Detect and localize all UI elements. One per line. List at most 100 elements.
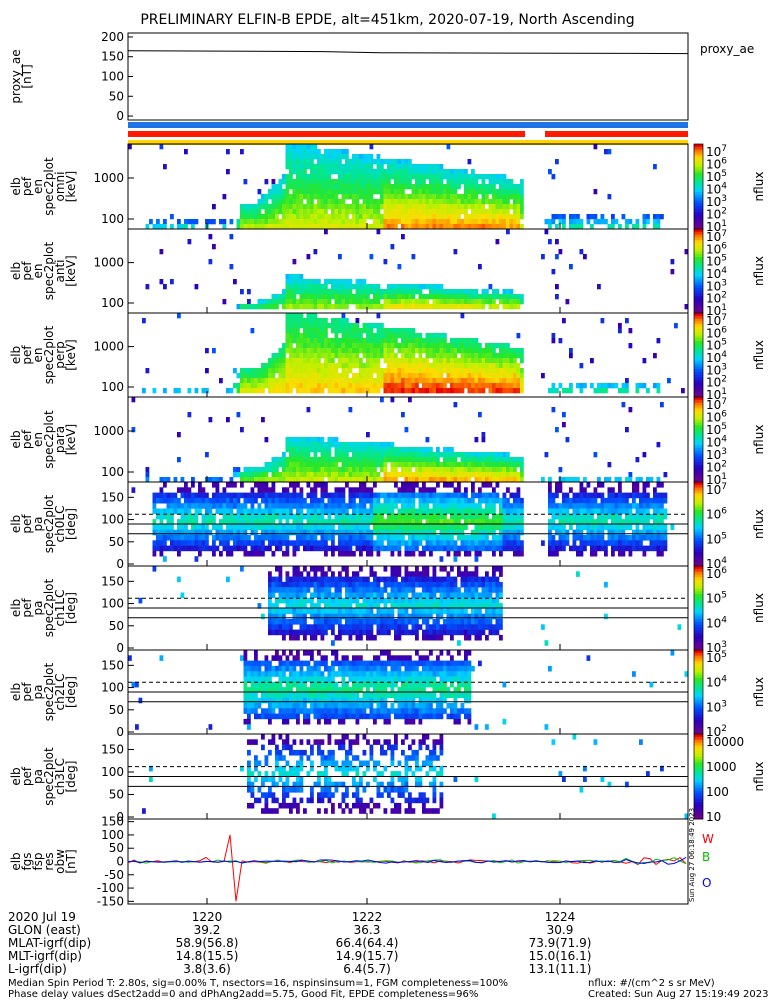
heatmap-cell <box>436 209 440 215</box>
heatmap-cell <box>247 204 251 210</box>
heatmap-cell <box>450 540 454 546</box>
heatmap-cell <box>278 179 283 185</box>
heatmap-cell <box>660 550 664 557</box>
heatmap-cell <box>338 323 342 329</box>
heatmap-cell <box>422 497 426 504</box>
heatmap-cell <box>390 378 395 384</box>
heatmap-cell <box>443 343 447 349</box>
heatmap-cell <box>432 492 437 499</box>
heatmap-cell <box>492 462 496 468</box>
ylabel-2-line-4: anti <box>53 260 67 283</box>
heatmap-cell <box>551 214 556 220</box>
heatmap-cell <box>418 304 423 310</box>
heatmap-cell <box>593 550 598 557</box>
heatmap-cell <box>611 487 615 493</box>
heatmap-cell <box>334 497 339 504</box>
heatmap-cell <box>362 169 367 175</box>
heatmap-cell <box>324 462 328 468</box>
heatmap-cell <box>264 204 269 210</box>
heatmap-cell <box>394 482 398 488</box>
heatmap-cell <box>331 524 335 530</box>
colorbar-segment <box>694 231 703 236</box>
heatmap-cell <box>604 519 608 525</box>
heatmap-cell <box>625 508 629 515</box>
ylabel-5-line-0: elb <box>9 515 23 533</box>
heatmap-cell <box>551 540 556 546</box>
heatmap-cell <box>306 209 311 215</box>
heatmap-cell <box>481 363 486 369</box>
heatmap-cell <box>558 529 563 536</box>
heatmap-cell <box>278 519 283 525</box>
heatmap-cell <box>299 353 304 359</box>
heatmap-cell <box>355 333 360 339</box>
heatmap-cell <box>394 189 398 195</box>
heatmap-cell <box>583 254 587 260</box>
heatmap-cell <box>513 304 517 310</box>
heatmap-cell <box>579 492 584 499</box>
heatmap-cell <box>453 299 458 305</box>
heatmap-cell <box>394 338 398 344</box>
heatmap-cell <box>264 209 269 215</box>
heatmap-cell <box>289 472 293 478</box>
heatmap-cell <box>436 179 440 185</box>
heatmap-cell <box>656 477 661 483</box>
heatmap-cell <box>299 144 304 150</box>
heatmap-cell <box>359 545 363 552</box>
heatmap-cell <box>366 304 370 310</box>
heatmap-cell <box>471 343 475 349</box>
heatmap-cell <box>306 284 311 290</box>
heatmap-cell <box>562 513 566 520</box>
heatmap-cell <box>310 219 314 225</box>
heatmap-cell <box>320 174 325 180</box>
heatmap-cell <box>296 348 300 354</box>
heatmap-cell <box>621 402 626 408</box>
heatmap-cell <box>362 363 367 369</box>
heatmap-cell <box>362 540 367 546</box>
heatmap-cell <box>320 338 325 344</box>
heatmap-cell <box>467 358 472 364</box>
heatmap-cell <box>485 524 489 530</box>
heatmap-cell <box>355 219 360 225</box>
heatmap-cell <box>383 189 388 195</box>
heatmap-cell <box>331 149 335 155</box>
heatmap-cell <box>299 209 304 215</box>
heatmap-cell <box>558 214 563 220</box>
heatmap-cell <box>247 373 251 379</box>
heatmap-cell <box>443 338 447 344</box>
heatmap-cell <box>159 144 164 150</box>
heatmap-cell <box>495 524 500 530</box>
heatmap-cell <box>663 513 668 520</box>
heatmap-cell <box>331 378 335 384</box>
heatmap-cell <box>310 462 314 468</box>
heatmap-cell <box>170 524 174 530</box>
heatmap-cell <box>390 388 395 394</box>
heatmap-cell <box>453 383 458 389</box>
heatmap-cell <box>138 597 143 604</box>
heatmap-cell <box>499 519 503 525</box>
heatmap-cell <box>401 472 405 478</box>
heatmap-cell <box>590 524 594 530</box>
heatmap-cell <box>446 219 451 225</box>
heatmap-cell <box>292 224 297 230</box>
heatmap-cell <box>663 492 668 499</box>
heatmap-cell <box>338 289 342 295</box>
heatmap-cell <box>408 545 412 552</box>
heatmap-cell <box>621 524 626 530</box>
heatmap-cell <box>275 358 279 364</box>
heatmap-cell <box>628 540 633 546</box>
heatmap-cell <box>387 184 391 190</box>
heatmap-cell <box>415 189 419 195</box>
heatmap-cell <box>418 513 423 520</box>
heatmap-cell <box>390 204 395 210</box>
heatmap-cell <box>443 497 447 504</box>
heatmap-cell <box>520 204 524 210</box>
heatmap-cell <box>320 348 325 354</box>
heatmap-cell <box>324 343 328 349</box>
heatmap-cell <box>383 472 388 478</box>
heatmap-cell <box>597 284 601 290</box>
heatmap-cell <box>464 519 468 525</box>
heatmap-cell <box>457 383 461 389</box>
heatmap-cell <box>551 497 556 504</box>
heatmap-cell <box>331 519 335 525</box>
heatmap-cell <box>264 224 269 230</box>
